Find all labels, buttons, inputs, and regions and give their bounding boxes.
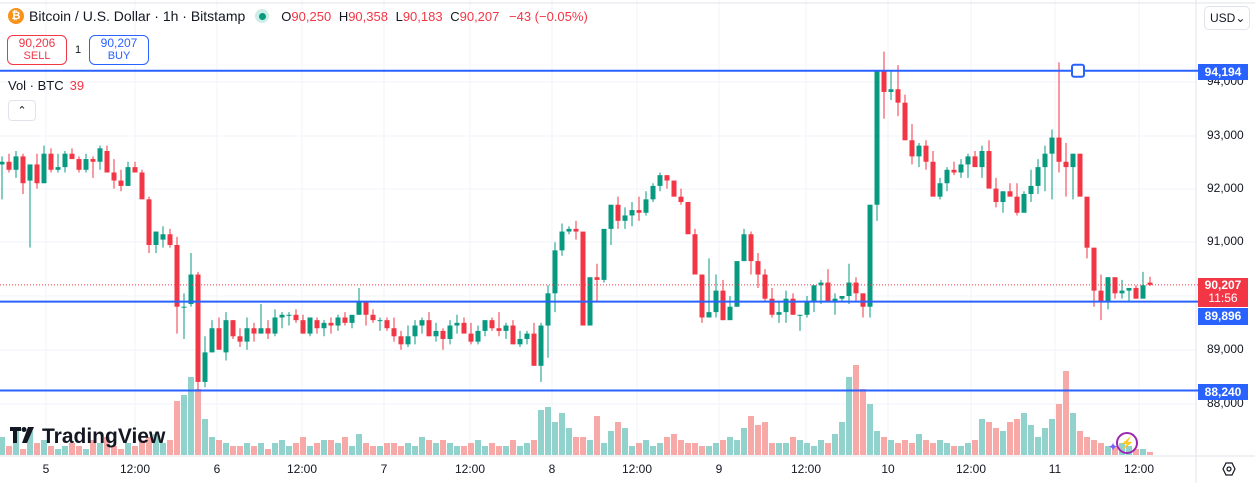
market-open-icon: [255, 9, 270, 23]
chevron-down-icon: ⌄: [1235, 11, 1246, 25]
currency-select[interactable]: USD ⌄: [1204, 6, 1250, 30]
line-price-tag-mid: 89,896: [1198, 308, 1248, 325]
buy-price: 90,207: [100, 36, 138, 50]
price-axis-label: 89,000: [1207, 342, 1244, 356]
time-axis-label: 7: [380, 462, 388, 476]
bar-countdown: 11:56: [1208, 291, 1238, 305]
buy-button[interactable]: 90,207 BUY: [89, 35, 149, 65]
currency-value: USD: [1210, 11, 1236, 25]
sell-price: 90,206: [18, 36, 56, 50]
change-value: −43 (−0.05%): [509, 8, 588, 24]
time-axis-label: 9: [715, 462, 723, 476]
current-price: 90,207: [1204, 278, 1242, 292]
time-axis-label: 8: [548, 462, 556, 476]
volume-label: Vol · BTC: [8, 78, 64, 93]
buy-label: BUY: [107, 50, 131, 62]
spread-value: 1: [74, 44, 82, 56]
tradingview-name: TradingView: [42, 425, 166, 448]
gear-icon: [1222, 462, 1236, 476]
symbol-legend: ₿ Bitcoin / U.S. Dollar · 1h · Bitstamp …: [8, 8, 588, 24]
sparkle-icon: ✦: [1108, 440, 1119, 454]
volume-legend[interactable]: Vol · BTC 39: [8, 78, 84, 93]
time-axis-label: 6: [213, 462, 221, 476]
time-axis-label: 12:00: [955, 462, 987, 476]
time-axis-label: 12:00: [790, 462, 822, 476]
time-axis-label: 12:00: [621, 462, 653, 476]
time-axis-label: 12:00: [1123, 462, 1155, 476]
high-value: 90,358: [348, 8, 388, 24]
volume-value: 39: [69, 78, 85, 93]
sell-label: SELL: [23, 50, 51, 62]
chevron-up-icon: ⌃: [17, 105, 27, 117]
line-price-tag-top: 94,194: [1198, 64, 1248, 80]
price-axis-label: 92,000: [1207, 181, 1244, 195]
open-value: 90,250: [291, 8, 332, 24]
ohlc-values: O90,250 H90,358 L90,183 C90,207 −43 (−0.…: [281, 8, 588, 24]
sell-button[interactable]: 90,206 SELL: [7, 35, 67, 65]
time-axis-label: 12:00: [286, 462, 318, 476]
symbol-title[interactable]: Bitcoin / U.S. Dollar · 1h · Bitstamp: [29, 8, 246, 24]
time-axis-label: 11: [1048, 462, 1062, 476]
low-value: 90,183: [402, 8, 443, 24]
time-axis-label: 10: [881, 462, 895, 476]
lightning-icon[interactable]: ⚡: [1116, 432, 1138, 454]
tradingview-mark-icon: [10, 426, 36, 449]
price-axis-label: 93,000: [1207, 128, 1244, 142]
settings-button[interactable]: [1222, 462, 1236, 479]
price-axis-label: 91,000: [1207, 234, 1244, 248]
trade-panel: 90,206 SELL 1 90,207 BUY: [7, 35, 149, 65]
bitcoin-icon: ₿: [8, 8, 24, 24]
current-price-tag: 90,207 11:56: [1198, 278, 1248, 307]
time-axis-label: 12:00: [454, 462, 486, 476]
collapse-legend-button[interactable]: ⌃: [8, 100, 36, 121]
close-value: 90,207: [459, 8, 500, 24]
time-axis-label: 12:00: [119, 462, 151, 476]
line-price-tag-low: 88,240: [1198, 384, 1248, 400]
time-axis-label: 5: [42, 462, 50, 476]
tradingview-logo[interactable]: TradingView: [10, 425, 165, 449]
